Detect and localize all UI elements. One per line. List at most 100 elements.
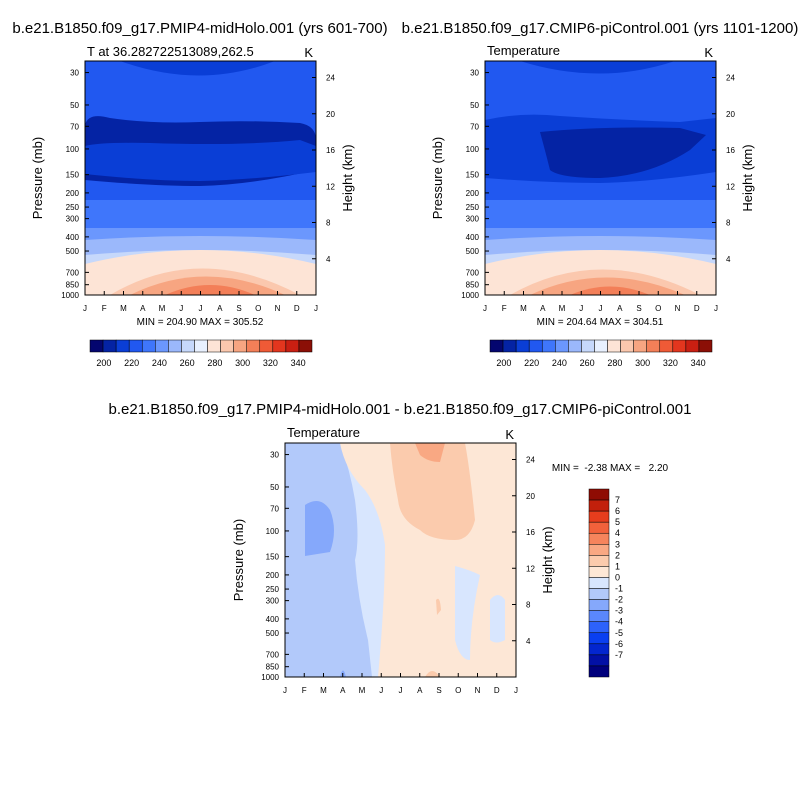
panel-3-y-label: Pressure (mb)	[231, 519, 246, 601]
y2-tick-label: 20	[726, 110, 735, 119]
y-tick-label: 300	[266, 597, 280, 606]
colorbar-swatch	[102, 339, 117, 353]
y-tick-label: 1000	[261, 673, 279, 682]
y-tick-label: 850	[466, 281, 480, 290]
colorbar-label: 260	[580, 358, 595, 368]
x-tick-label: F	[102, 304, 107, 313]
colorbar-swatch	[588, 510, 610, 523]
panel-2-left-label: Temperature	[487, 43, 560, 58]
colorbar-swatch	[259, 339, 274, 353]
y2-tick-label: 12	[326, 182, 335, 191]
y-tick-label: 150	[66, 171, 80, 180]
y-tick-label: 400	[66, 233, 80, 242]
x-tick-label: J	[283, 686, 287, 695]
colorbar-label: -5	[615, 628, 623, 638]
y-tick-label: 500	[66, 247, 80, 256]
y2-tick-label: 24	[526, 456, 535, 465]
colorbar-swatch	[272, 339, 287, 353]
x-tick-label: N	[675, 304, 681, 313]
y-tick-label: 850	[266, 663, 280, 672]
x-tick-label: J	[399, 686, 403, 695]
colorbar-swatch	[168, 339, 182, 353]
colorbar-swatch	[155, 339, 169, 353]
x-tick-label: F	[302, 686, 307, 695]
colorbar-swatch	[588, 621, 610, 634]
colorbar-label: 200	[496, 358, 511, 368]
colorbar-label: -4	[615, 617, 623, 627]
panel-2-colorbar: 200 220 240 260 280 300 320 340	[489, 339, 713, 368]
colorbar-label: 7	[615, 495, 620, 505]
colorbar-swatch	[181, 339, 195, 353]
panel-1-y2-label: Height (km)	[340, 144, 355, 211]
colorbar-label: -2	[615, 595, 623, 605]
y2-tick-label: 12	[526, 564, 535, 573]
colorbar-swatch	[588, 643, 610, 656]
x-tick-label: A	[140, 304, 146, 313]
colorbar-label: 340	[291, 358, 306, 368]
colorbar-swatch	[528, 339, 543, 353]
y-tick-label: 50	[470, 101, 479, 110]
panel-1-left-label: T at 36.282722513089,262.5	[87, 44, 254, 59]
colorbar-label: -7	[615, 650, 623, 660]
y-tick-label: 200	[266, 571, 280, 580]
colorbar-swatch	[588, 632, 610, 645]
panel-1-title: b.e21.B1850.f09_g17.PMIP4-midHolo.001 (y…	[12, 20, 387, 37]
x-tick-label: D	[294, 304, 300, 313]
panel-3-title: b.e21.B1850.f09_g17.PMIP4-midHolo.001 - …	[109, 401, 692, 418]
x-tick-label: O	[255, 304, 261, 313]
y-tick-label: 850	[66, 281, 80, 290]
y2-tick-label: 20	[526, 492, 535, 501]
x-tick-label: J	[514, 686, 518, 695]
colorbar-label: 240	[552, 358, 567, 368]
colorbar-label: 3	[615, 539, 620, 549]
colorbar-swatch	[115, 339, 130, 353]
y2-tick-label: 8	[526, 601, 531, 610]
y-tick-label: 100	[466, 145, 480, 154]
panel-1-stats: MIN = 204.90 MAX = 305.52	[137, 317, 264, 328]
x-tick-label: M	[520, 304, 527, 313]
colorbar-swatch	[659, 339, 674, 353]
colorbar-swatch	[194, 339, 208, 353]
x-tick-label: J	[83, 304, 87, 313]
x-tick-label: S	[636, 304, 641, 313]
panel-1-units: K	[304, 45, 313, 60]
colorbar-swatch	[489, 339, 504, 353]
y-tick-label: 150	[266, 553, 280, 562]
panel-1-y-label: Pressure (mb)	[30, 137, 45, 219]
y-tick-label: 200	[66, 189, 80, 198]
y-tick-label: 500	[466, 247, 480, 256]
y-tick-label: 1000	[61, 291, 79, 300]
colorbar-label: -6	[615, 639, 623, 649]
colorbar-swatch	[285, 339, 300, 353]
panel-2-y2-ticks: 24 20 16 12 8 4	[712, 74, 735, 264]
y2-tick-label: 4	[326, 255, 331, 264]
colorbar-label: 260	[180, 358, 195, 368]
panel-2-y-label: Pressure (mb)	[430, 137, 445, 219]
colorbar-swatch	[672, 339, 687, 353]
x-tick-label: J	[314, 304, 318, 313]
colorbar-swatch	[588, 488, 610, 501]
panel-3: b.e21.B1850.f09_g17.PMIP4-midHolo.001 - …	[109, 401, 692, 695]
colorbar-label: 240	[152, 358, 167, 368]
colorbar-swatch	[588, 665, 610, 678]
colorbar-swatch	[620, 339, 634, 353]
panel-3-units: K	[505, 427, 514, 442]
y2-tick-label: 4	[726, 255, 731, 264]
y-tick-label: 300	[466, 215, 480, 224]
x-tick-label: A	[217, 304, 223, 313]
colorbar-label: 320	[663, 358, 678, 368]
x-tick-label: J	[379, 686, 383, 695]
panel-3-left-label: Temperature	[287, 425, 360, 440]
colorbar-label: 6	[615, 506, 620, 516]
x-tick-label: A	[417, 686, 423, 695]
x-tick-label: M	[559, 304, 566, 313]
colorbar-label: 4	[615, 528, 620, 538]
panel-2-contour-field	[485, 61, 716, 295]
colorbar-swatch	[220, 339, 234, 353]
colorbar-swatch	[588, 555, 610, 567]
colorbar-swatch	[89, 339, 104, 353]
x-tick-label: J	[483, 304, 487, 313]
y-tick-label: 700	[66, 268, 80, 277]
